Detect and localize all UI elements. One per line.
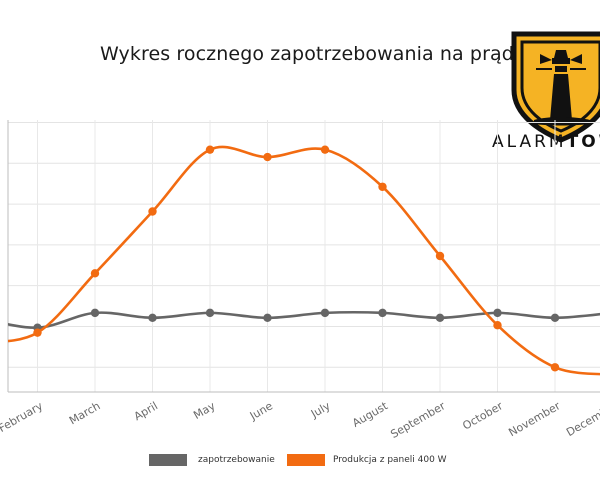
- logo-wordmark-light: ALARM: [492, 132, 567, 152]
- data-point: [205, 308, 215, 318]
- data-point: [378, 308, 387, 318]
- data-point: [435, 251, 445, 261]
- x-tick-label: March: [67, 399, 103, 427]
- legend-swatch: [149, 454, 187, 466]
- series-line: [8, 145, 600, 376]
- series-zapotrzebowanie: [8, 308, 600, 332]
- legend-label: Produkcja z paneli 400 W: [333, 455, 447, 465]
- data-point: [493, 308, 502, 318]
- lighthouse-shield-icon: [511, 31, 600, 143]
- x-tick-label: October: [460, 399, 505, 433]
- data-point: [435, 313, 445, 323]
- series-produkcja: [8, 145, 600, 376]
- x-tick-label: May: [191, 399, 218, 422]
- x-tick-label: September: [388, 399, 448, 441]
- data-point: [90, 269, 100, 278]
- alarmtower-logo: [500, 28, 600, 154]
- x-tick-label: June: [247, 399, 275, 423]
- data-point: [378, 182, 387, 191]
- legend-swatch: [287, 454, 325, 466]
- data-point: [550, 363, 560, 372]
- chart-title: Wykres rocznego zapotrzebowania na prąd: [100, 43, 514, 65]
- chart-legend: zapotrzebowanie Produkcja z paneli 400 W: [0, 454, 600, 468]
- data-point: [550, 313, 560, 323]
- x-tick-label: July: [308, 399, 333, 421]
- x-tick-label: August: [350, 399, 390, 430]
- data-point: [493, 321, 502, 330]
- x-tick-label: November: [506, 399, 562, 439]
- logo-wordmark: ALARMTOW: [492, 132, 600, 152]
- data-point: [148, 207, 157, 216]
- x-tick-label: February: [0, 399, 45, 435]
- data-point: [205, 145, 215, 154]
- logo-wordmark-bold: TOW: [566, 132, 600, 152]
- data-point: [33, 328, 42, 337]
- data-point: [90, 308, 100, 318]
- series-line: [8, 310, 600, 330]
- data-point: [263, 152, 272, 162]
- data-point: [148, 313, 157, 323]
- data-point: [320, 145, 330, 154]
- data-point: [263, 313, 272, 323]
- x-tick-label: December: [564, 399, 600, 439]
- data-point: [320, 308, 330, 318]
- x-tick-label: April: [132, 399, 160, 423]
- legend-label: zapotrzebowanie: [198, 455, 275, 465]
